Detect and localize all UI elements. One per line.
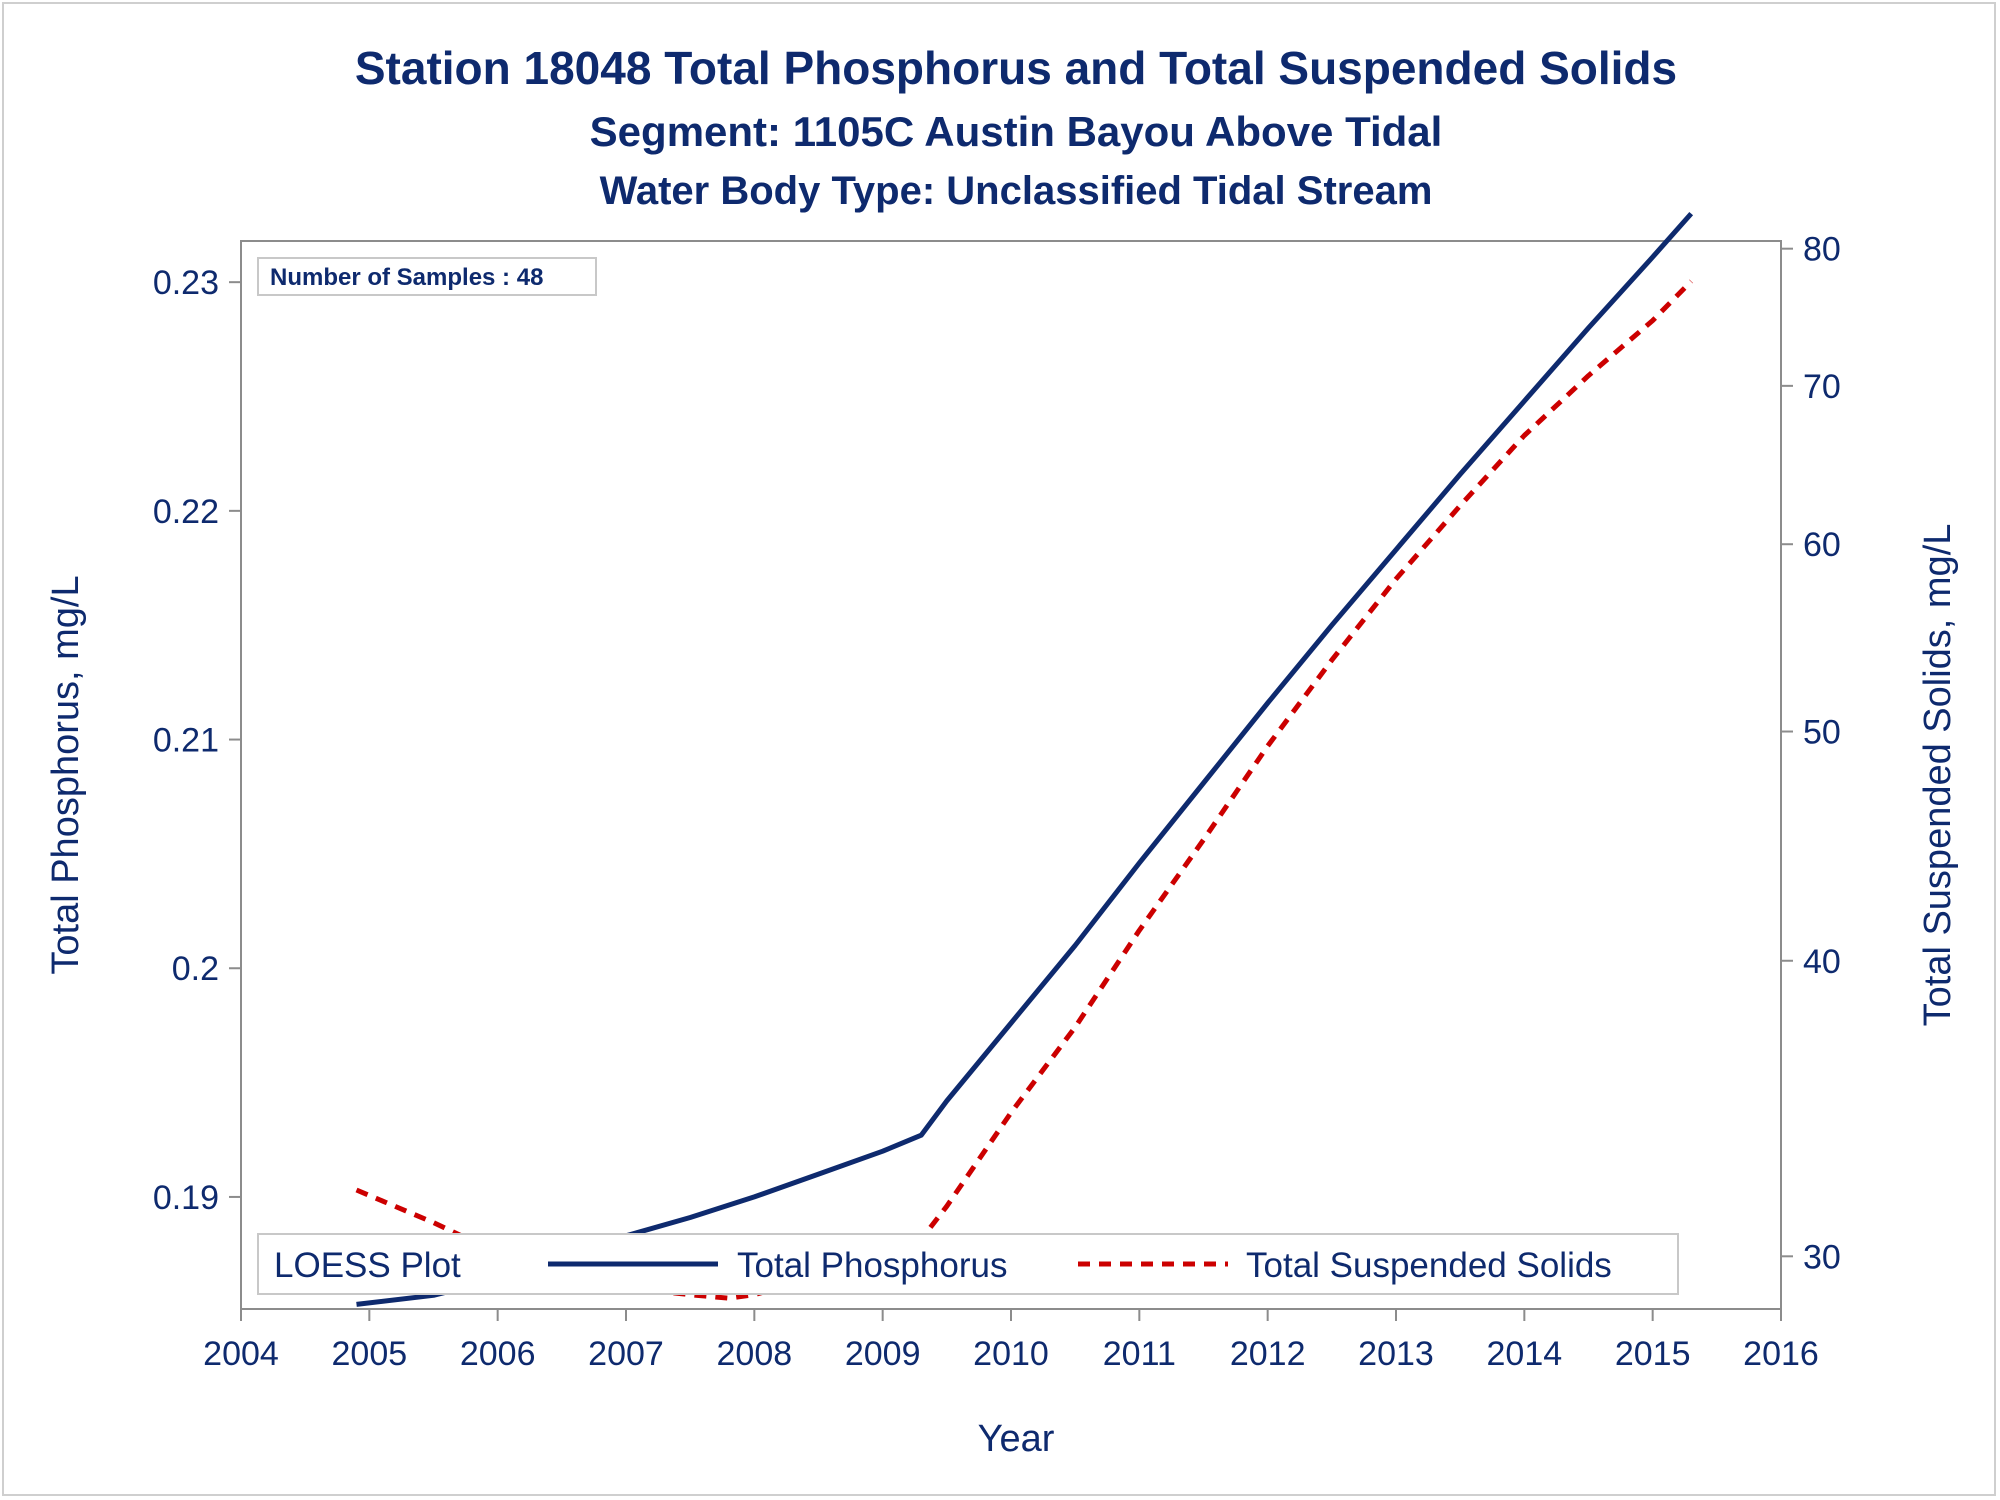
legend-label-total-phosphorus: Total Phosphorus [737,1246,1007,1285]
chart-subtitle: Segment: 1105C Austin Bayou Above Tidal [590,108,1443,155]
y-right-tick-label: 70 [1803,368,1841,406]
y-left-tick-label: 0.2 [172,950,219,988]
x-tick-label: 2012 [1230,1335,1306,1373]
x-tick-label: 2005 [332,1335,408,1373]
series-line-total-suspended-solids [355,279,1693,1301]
y-right-tick-label: 40 [1803,943,1841,981]
x-tick-label: 2011 [1103,1335,1176,1373]
chart-subtitle-2: Water Body Type: Unclassified Tidal Stre… [600,169,1433,213]
legend-title: LOESS Plot [274,1246,461,1285]
sample-count-label: Number of Samples : 48 [270,264,543,291]
y-axis-right: 30 40 50 60 70 80 [1781,231,1841,1276]
y-right-tick-label: 80 [1803,231,1841,269]
sample-count-box [257,257,597,296]
x-tick-label: 2009 [845,1335,921,1373]
x-tick-label: 2004 [203,1335,279,1373]
y-right-tick-label: 30 [1803,1238,1841,1276]
x-tick-label: 2007 [588,1335,664,1373]
y-left-tick-label: 0.23 [153,264,219,302]
legend: LOESS Plot Total Phosphorus Total Suspen… [257,1233,1679,1295]
y-left-tick-label: 0.19 [153,1179,219,1217]
chart-title: Station 18048 Total Phosphorus and Total… [355,42,1677,94]
y-right-tick-label: 50 [1803,714,1841,752]
x-tick-label: 2010 [973,1335,1049,1373]
y-left-tick-label: 0.21 [153,722,219,760]
x-tick-label: 2013 [1358,1335,1434,1373]
y-left-tick-label: 0.22 [153,493,219,531]
x-axis-label: Year [978,1418,1055,1460]
series-line-total-phosphorus [356,211,1694,1307]
legend-box [257,1233,1679,1295]
x-tick-label: 2014 [1487,1335,1563,1373]
y-axis-right-label: Total Suspended Solids, mg/L [1917,524,1959,1027]
x-tick-label: 2008 [717,1335,793,1373]
y-axis-left: 0.19 0.2 0.21 0.22 0.23 [153,264,241,1217]
y-right-tick-label: 60 [1803,526,1841,564]
y-axis-left-label: Total Phosphorus, mg/L [45,575,87,974]
x-tick-label: 2016 [1743,1335,1819,1373]
legend-label-total-suspended-solids: Total Suspended Solids [1246,1246,1612,1285]
plot-area [240,240,1782,1310]
x-axis: 2004 2005 2006 2007 2008 2009 2010 2011 2012 2013… [203,1309,1819,1373]
series-layer [355,211,1694,1307]
x-tick-label: 2015 [1615,1335,1691,1373]
x-tick-label: 2006 [460,1335,536,1373]
